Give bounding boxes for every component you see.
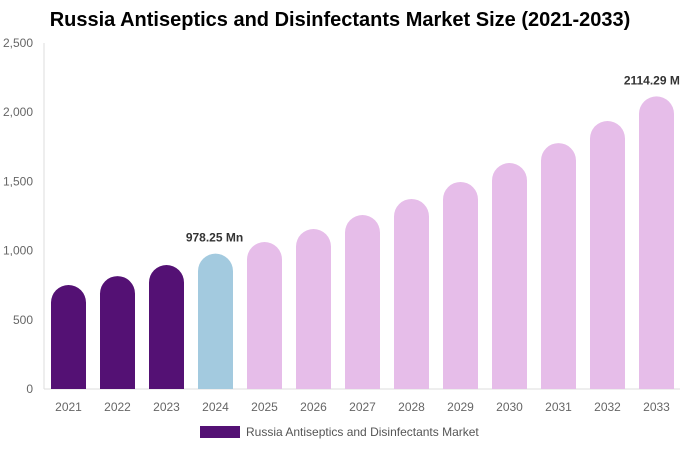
data-label: 978.25 Mn [186,231,243,245]
x-tick-label: 2025 [251,400,278,414]
y-tick-label: 2,500 [3,36,33,50]
legend-swatch [200,426,240,438]
x-tick-label: 2024 [202,400,229,414]
x-tick-label: 2026 [300,400,327,414]
y-tick-label: 500 [13,313,33,327]
bar-2032 [590,121,625,389]
bar-2027 [345,215,380,389]
bar-chart: 0 500 1,000 1,500 2,000 2,500 2021 2022 2023 2024… [3,36,680,414]
x-tick-label: 2030 [496,400,523,414]
legend: Russia Antiseptics and Disinfectants Mar… [200,425,479,439]
x-tick-label: 2033 [643,400,670,414]
bar-2026 [296,229,331,389]
x-tick-label: 2029 [447,400,474,414]
x-tick-label: 2031 [545,400,572,414]
bar-2028 [394,198,429,389]
bar-2025 [247,242,282,389]
x-tick-label: 2028 [398,400,425,414]
chart-title: Russia Antiseptics and Disinfectants Mar… [49,9,631,31]
bar-2023 [149,264,184,389]
x-tick-label: 2023 [153,400,180,414]
bar-2030 [492,162,527,389]
bar-2033 [639,96,674,389]
legend-label: Russia Antiseptics and Disinfectants Mar… [246,425,479,439]
x-tick-label: 2027 [349,400,376,414]
bar-2021 [51,285,86,389]
y-tick-label: 0 [26,382,33,396]
y-tick-label: 1,500 [3,174,33,188]
x-tick-label: 2021 [55,400,82,414]
x-tick-label: 2032 [594,400,621,414]
x-tick-label: 2022 [104,400,131,414]
data-label: 2114.29 Mn [624,73,680,87]
bar-2029 [443,181,478,389]
bar-2022 [100,276,135,389]
bar-2024 [198,253,233,389]
y-tick-label: 2,000 [3,105,33,119]
bar-2031 [541,143,576,389]
y-tick-label: 1,000 [3,244,33,258]
